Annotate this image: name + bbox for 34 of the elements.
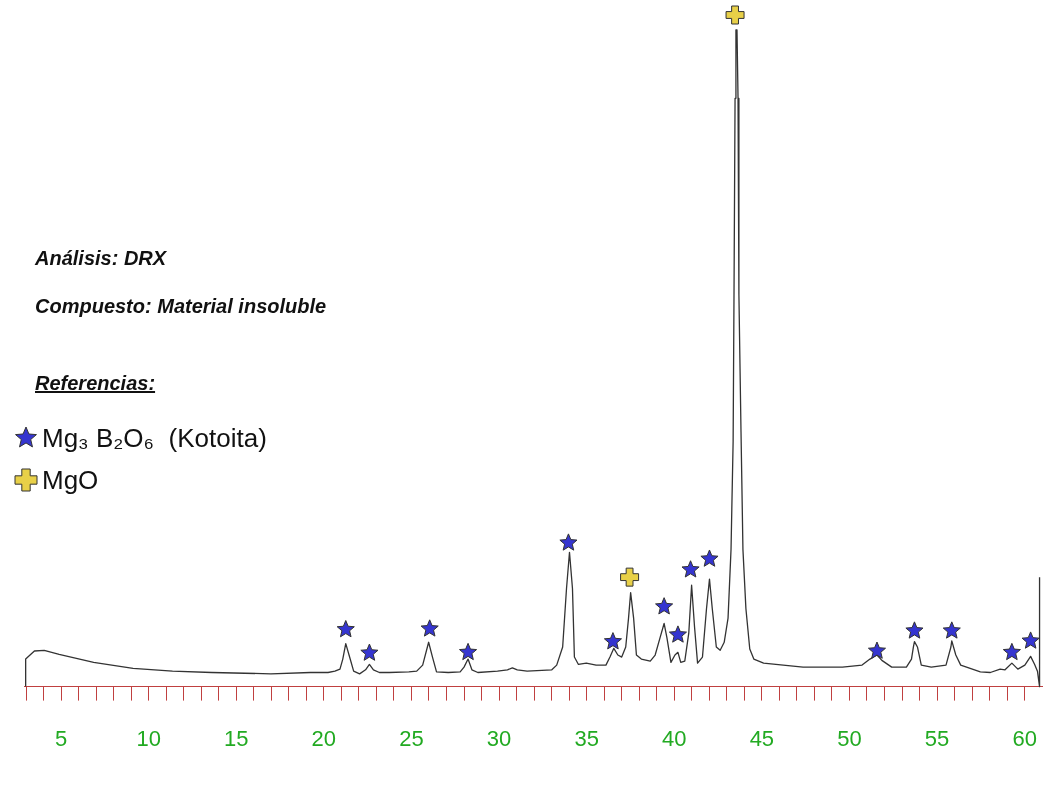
legend-label: MgO [42, 464, 99, 496]
annotation: Análisis: DRX [35, 247, 167, 270]
point [1021, 631, 1040, 649]
point [420, 619, 439, 637]
point [867, 641, 887, 659]
point [360, 643, 379, 661]
point [1002, 642, 1021, 661]
x-tick-label: 15 [224, 725, 249, 751]
legend-label: Mg₃ B₂O₆ (Kotoita) [42, 422, 267, 454]
x-tick-label: 35 [574, 725, 599, 751]
x-tick-label: 20 [311, 725, 337, 751]
x-tick-label: 40 [662, 725, 687, 751]
x-tick-label: 10 [136, 725, 161, 751]
x-tick-label: 30 [486, 725, 512, 751]
x-tick-label: 25 [399, 725, 424, 751]
point [559, 533, 578, 551]
point [905, 621, 924, 639]
point [725, 5, 745, 25]
point [942, 621, 961, 639]
point [655, 597, 674, 615]
point [620, 567, 640, 587]
point [668, 625, 687, 643]
point [700, 549, 719, 567]
point [603, 632, 622, 650]
point [458, 642, 478, 661]
point [336, 620, 355, 638]
x-tick-label: 5 [54, 725, 68, 751]
x-tick-label: 45 [749, 725, 775, 751]
x-tick-label: 55 [924, 725, 950, 751]
point [681, 560, 700, 578]
annotation: Compuesto: Material insoluble [35, 295, 327, 318]
legend-title: Referencias: [35, 372, 157, 395]
x-tick-label: 50 [837, 725, 862, 751]
x-tick-label: 60 [1012, 725, 1037, 751]
